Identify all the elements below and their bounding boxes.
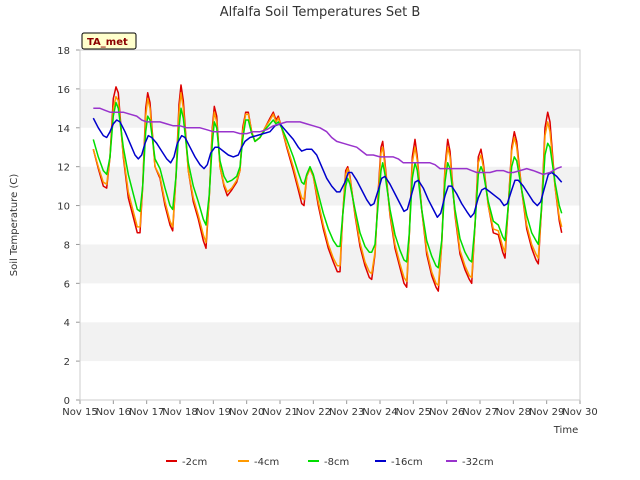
y-tick-label: 6	[64, 279, 70, 290]
legend-label: -4cm	[254, 457, 279, 468]
badge: TA_met	[81, 32, 137, 50]
x-tick-label: Nov 24	[362, 407, 397, 418]
chart-title: Alfalfa Soil Temperatures Set B	[220, 5, 421, 20]
plot-band	[80, 50, 580, 89]
x-tick-label: Nov 22	[296, 407, 331, 418]
y-tick-label: 16	[57, 85, 70, 96]
badge-label: TA_met	[87, 37, 128, 48]
y-tick-label: 14	[57, 124, 70, 135]
legend-label: -8cm	[324, 457, 349, 468]
series-line-4cmcm	[92, 92, 563, 287]
x-tick-label: Nov 15	[62, 407, 97, 418]
plot-band	[80, 322, 580, 362]
legend-label: -2cm	[182, 457, 207, 468]
series-lines	[92, 84, 563, 292]
badge-box	[81, 32, 137, 50]
x-tick-label: Nov 28	[496, 407, 531, 418]
legend-label: -16cm	[391, 457, 423, 468]
plot-background	[80, 50, 580, 400]
legend-label: -32cm	[462, 457, 494, 468]
series-line-16cmcm	[92, 117, 563, 218]
y-tick-label: 10	[57, 202, 70, 213]
y-tick-label: 2	[64, 357, 70, 368]
y-tick-label: 18	[57, 46, 70, 57]
y-tick-label: 12	[57, 163, 70, 174]
x-tick-label: Nov 16	[96, 407, 131, 418]
x-tick-label: Nov 26	[429, 407, 464, 418]
series-line-32cmcm	[93, 107, 562, 176]
x-axis-label: Time	[553, 425, 578, 436]
plot-band	[80, 283, 580, 323]
x-tick-label: Nov 17	[129, 407, 164, 418]
x-tick-label: Nov 21	[262, 407, 297, 418]
y-tick-label: 8	[64, 240, 70, 251]
x-tick-label: Nov 18	[162, 407, 197, 418]
plot-border	[79, 49, 581, 401]
y-tick-label: 0	[64, 396, 70, 407]
x-tick-label: Nov 25	[396, 407, 431, 418]
plot-band	[80, 205, 580, 245]
x-tick-label: Nov 20	[229, 407, 264, 418]
plot-band	[80, 88, 580, 128]
plot-band	[80, 166, 580, 206]
legend: -2cm -4cm -8cm -16cm -32cm	[166, 457, 494, 468]
series-line-8cmcm	[92, 101, 563, 269]
y-axis-label: Soil Temperature (C)	[9, 174, 20, 277]
plot-band	[80, 127, 580, 167]
plot-band	[80, 361, 580, 400]
x-tick-label: Nov 19	[196, 407, 231, 418]
x-tick-label: Nov 27	[462, 407, 497, 418]
x-tick-label: Nov 29	[529, 407, 564, 418]
y-axis-ticks: 0 2 4 6 8 10 12 14 16 18	[57, 46, 80, 407]
x-tick-label: Nov 30	[562, 407, 597, 418]
x-tick-label: Nov 23	[329, 407, 364, 418]
y-tick-label: 4	[64, 318, 70, 329]
